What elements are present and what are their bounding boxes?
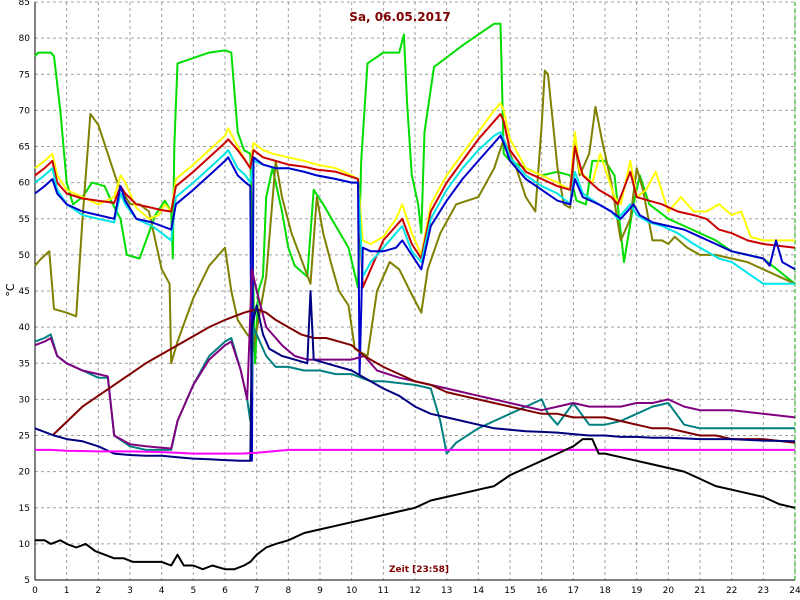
x-tick-label: 15 (504, 586, 515, 596)
x-tick-label: 5 (190, 586, 196, 596)
x-axis-label: Zeit [23:58] (389, 565, 449, 575)
series-line (35, 448, 795, 455)
x-tick-label: 24 (789, 586, 800, 596)
y-tick-label: 50 (19, 251, 31, 261)
x-tick-label: 14 (473, 586, 485, 596)
x-tick-label: 18 (599, 586, 611, 596)
y-tick-label: 40 (19, 323, 31, 333)
y-tick-label: 35 (19, 359, 30, 369)
y-tick-label: 45 (19, 287, 30, 297)
y-tick-label: 10 (19, 540, 31, 550)
series-line (34, 290, 796, 462)
x-tick-label: 12 (409, 586, 420, 596)
y-tick-label: 30 (19, 395, 31, 405)
x-tick-label: 8 (285, 586, 291, 596)
y-tick-label: 25 (19, 432, 30, 442)
y-tick-label: 85 (19, 0, 30, 8)
x-tick-label: 3 (127, 586, 133, 596)
x-tick-label: 9 (317, 586, 323, 596)
series-line (34, 113, 796, 289)
y-tick-label: 60 (19, 179, 31, 189)
x-tick-label: 20 (663, 586, 675, 596)
series-lines (34, 22, 796, 571)
series-line (34, 102, 795, 256)
y-tick-label: 75 (19, 70, 30, 80)
y-tick-label: 20 (19, 468, 31, 478)
x-tick-label: 0 (32, 586, 38, 596)
chart-title: Sa, 06.05.2017 (349, 10, 450, 24)
series-line (34, 69, 796, 365)
y-axis-label: °C (4, 283, 17, 297)
x-tick-label: 4 (159, 586, 165, 596)
x-tick-label: 7 (254, 586, 260, 596)
series-line (34, 326, 795, 455)
y-tick-label: 55 (19, 215, 30, 225)
y-tick-label: 15 (19, 504, 30, 514)
y-tick-label: 65 (19, 143, 30, 153)
x-tick-label: 22 (726, 586, 737, 596)
x-tick-label: 1 (64, 586, 70, 596)
grid-lines (34, 1, 796, 581)
series-line (34, 134, 796, 462)
x-tick-label: 13 (441, 586, 452, 596)
x-tick-label: 17 (568, 586, 579, 596)
x-tick-label: 10 (346, 586, 358, 596)
y-tick-label: 80 (19, 34, 31, 44)
y-tick-label: 5 (24, 576, 30, 586)
x-tick-label: 21 (694, 586, 705, 596)
x-tick-label: 2 (95, 586, 101, 596)
x-tick-label: 11 (378, 586, 389, 596)
x-tick-labels: 0 1 2 3 4 5 6 7 8 9 10 11 12 13 14 15 16 17 18 19 20 21 22 23 24 (32, 586, 800, 596)
series-line (34, 131, 795, 285)
x-tick-label: 23 (758, 586, 769, 596)
x-tick-label: 6 (222, 586, 228, 596)
y-tick-labels: 5 10 15 20 25 30 35 40 45 50 55 60 65 70 75 80 85 (19, 0, 31, 586)
series-line (51, 308, 796, 444)
x-tick-label: 16 (536, 586, 548, 596)
y-tick-label: 70 (19, 106, 31, 116)
series-line (35, 438, 796, 571)
x-tick-label: 19 (631, 586, 643, 596)
series-line (34, 268, 796, 450)
